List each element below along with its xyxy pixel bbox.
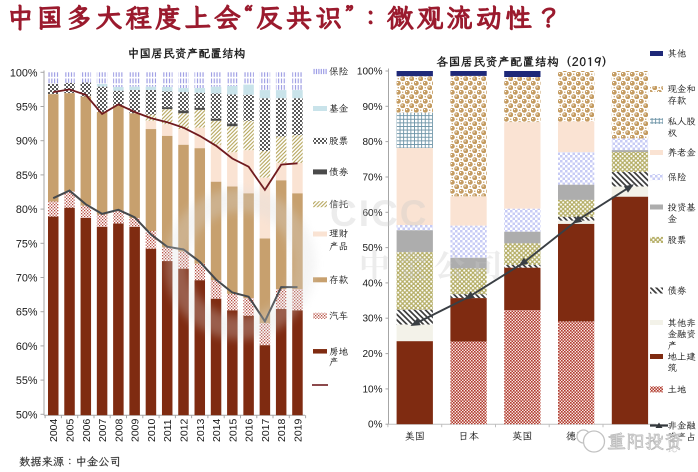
svg-text:2016: 2016 — [244, 418, 256, 442]
svg-text:2017: 2017 — [260, 418, 272, 442]
svg-text:CICC: CICC — [330, 193, 428, 234]
svg-text:80%: 80% — [362, 137, 382, 148]
svg-text:2014: 2014 — [211, 418, 223, 442]
svg-text:20%: 20% — [362, 349, 382, 360]
svg-text:40%: 40% — [362, 278, 382, 289]
svg-text:2010: 2010 — [146, 418, 158, 442]
svg-text:100%: 100% — [357, 67, 383, 78]
svg-text:100%: 100% — [10, 67, 38, 79]
svg-text:10%: 10% — [362, 384, 382, 395]
svg-text:50%: 50% — [16, 409, 38, 421]
svg-text:2004: 2004 — [48, 418, 60, 442]
svg-text:55%: 55% — [16, 375, 38, 387]
svg-text:85%: 85% — [16, 170, 38, 182]
svg-text:2009: 2009 — [130, 418, 142, 442]
svg-text:30%: 30% — [362, 314, 382, 325]
svg-text:65%: 65% — [16, 307, 38, 319]
svg-text:2015: 2015 — [227, 418, 239, 442]
svg-text:2019: 2019 — [293, 418, 305, 442]
svg-text:80%: 80% — [16, 204, 38, 216]
svg-text:60%: 60% — [16, 341, 38, 353]
svg-text:75%: 75% — [16, 238, 38, 250]
svg-text:70%: 70% — [362, 173, 382, 184]
svg-text:90%: 90% — [362, 102, 382, 113]
svg-text:2012: 2012 — [179, 418, 191, 442]
svg-text:2013: 2013 — [195, 418, 207, 442]
svg-text:0%: 0% — [368, 420, 383, 431]
svg-text:95%: 95% — [16, 102, 38, 114]
svg-text:60%: 60% — [362, 208, 382, 219]
svg-text:2018: 2018 — [276, 418, 288, 442]
svg-text:70%: 70% — [16, 273, 38, 285]
svg-text:2006: 2006 — [81, 418, 93, 442]
svg-text:2007: 2007 — [97, 418, 109, 442]
svg-text:50%: 50% — [362, 243, 382, 254]
svg-text:2005: 2005 — [65, 418, 77, 442]
svg-text:90%: 90% — [16, 136, 38, 148]
svg-text:2008: 2008 — [113, 418, 125, 442]
svg-text:2011: 2011 — [162, 419, 174, 442]
